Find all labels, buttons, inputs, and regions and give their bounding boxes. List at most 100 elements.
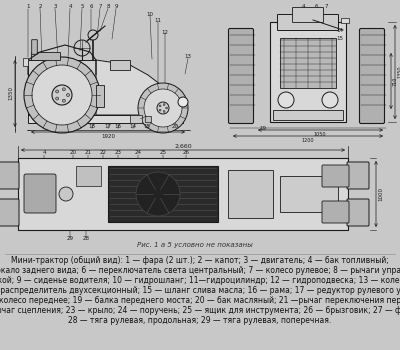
FancyBboxPatch shape	[145, 116, 151, 122]
Circle shape	[166, 107, 168, 109]
Circle shape	[138, 83, 188, 133]
Circle shape	[56, 90, 59, 93]
Text: 26: 26	[182, 150, 190, 155]
FancyBboxPatch shape	[228, 28, 254, 124]
Text: 20: 20	[70, 150, 76, 155]
Text: 8: 8	[106, 5, 110, 9]
Text: 22: 22	[100, 150, 106, 155]
FancyBboxPatch shape	[347, 199, 369, 226]
Text: 7: 7	[98, 5, 102, 9]
Text: 24: 24	[134, 150, 142, 155]
FancyBboxPatch shape	[292, 7, 324, 22]
Text: 14 — маслораспределитель двухсекционный; 15 — шланг слива масла; 16 — рама; 17 —: 14 — маслораспределитель двухсекционный;…	[0, 286, 400, 295]
Text: 2: 2	[38, 5, 42, 9]
FancyBboxPatch shape	[278, 14, 338, 30]
Text: 710: 710	[393, 76, 398, 86]
Circle shape	[62, 99, 65, 102]
Circle shape	[62, 88, 65, 91]
Text: 1: 1	[26, 5, 30, 9]
Text: 19: 19	[260, 126, 266, 131]
FancyBboxPatch shape	[228, 170, 273, 218]
Text: 23: 23	[114, 150, 122, 155]
Text: 11: 11	[154, 18, 162, 22]
FancyBboxPatch shape	[96, 85, 104, 107]
FancyBboxPatch shape	[322, 201, 349, 223]
Text: 14: 14	[336, 28, 344, 33]
FancyBboxPatch shape	[23, 58, 28, 66]
FancyBboxPatch shape	[270, 22, 346, 122]
Text: 20: 20	[172, 125, 178, 130]
Text: 1200: 1200	[302, 138, 314, 143]
Text: 4: 4	[301, 4, 305, 8]
Text: Мини-трактор (общий вид): 1 — фара (2 шт.); 2 — капот; 3 — двигатель; 4 — бак то: Мини-трактор (общий вид): 1 — фара (2 шт…	[11, 256, 389, 265]
Text: 14: 14	[130, 125, 136, 130]
Text: 21: 21	[84, 150, 92, 155]
FancyBboxPatch shape	[273, 110, 343, 120]
Text: 1350: 1350	[8, 86, 13, 100]
Text: 13: 13	[184, 55, 192, 60]
Text: 1350: 1350	[397, 66, 400, 78]
Text: 5 — зеркало заднего вида; 6 — переключатель света центральный; 7 — колесо рулево: 5 — зеркало заднего вида; 6 — переключат…	[0, 266, 400, 275]
Text: 6: 6	[314, 4, 318, 8]
FancyBboxPatch shape	[28, 60, 96, 115]
FancyBboxPatch shape	[0, 162, 19, 189]
Text: 12: 12	[162, 29, 168, 35]
Text: 28 — тяга рулевая, продольная; 29 — тяга рулевая, поперечная.: 28 — тяга рулевая, продольная; 29 — тяга…	[68, 316, 332, 325]
Text: 1000: 1000	[378, 187, 383, 201]
FancyBboxPatch shape	[322, 165, 349, 187]
FancyBboxPatch shape	[32, 40, 37, 54]
Text: 25: 25	[160, 150, 166, 155]
Text: 29: 29	[66, 236, 74, 240]
FancyBboxPatch shape	[280, 176, 338, 212]
Text: 2,660: 2,660	[174, 144, 192, 149]
Text: 9: 9	[114, 5, 118, 9]
Circle shape	[159, 105, 161, 107]
FancyBboxPatch shape	[76, 166, 101, 186]
Text: 28: 28	[82, 236, 90, 240]
Circle shape	[163, 104, 165, 105]
Text: 15: 15	[336, 35, 344, 41]
Text: 4: 4	[42, 150, 46, 155]
Text: 5: 5	[80, 5, 84, 9]
Text: гидравликой; 9 — сиденье водителя; 10 — гидрошланг; 11—гидроцилиндр; 12 — гидроп: гидравликой; 9 — сиденье водителя; 10 — …	[0, 276, 400, 285]
Circle shape	[88, 30, 98, 40]
Circle shape	[52, 85, 72, 105]
Circle shape	[178, 97, 188, 107]
FancyBboxPatch shape	[347, 162, 369, 189]
FancyBboxPatch shape	[280, 38, 336, 88]
Text: 16: 16	[114, 125, 122, 130]
Circle shape	[136, 172, 180, 216]
FancyBboxPatch shape	[341, 18, 349, 23]
Text: 4: 4	[68, 5, 72, 9]
Polygon shape	[96, 60, 183, 115]
Text: 3: 3	[53, 5, 57, 9]
Text: 1920: 1920	[101, 134, 115, 139]
Text: 17: 17	[104, 125, 112, 130]
Circle shape	[56, 97, 59, 100]
FancyBboxPatch shape	[24, 174, 56, 213]
FancyBboxPatch shape	[28, 115, 183, 123]
Circle shape	[32, 65, 92, 125]
Circle shape	[157, 102, 169, 114]
Text: 18 — колесо переднее; 19 — балка переднего моста; 20 — бак масляный; 21 —рычаг п: 18 — колесо переднее; 19 — балка передне…	[0, 296, 400, 305]
Text: Рис. 1 а 5 условно не показаны: Рис. 1 а 5 условно не показаны	[137, 242, 253, 248]
Circle shape	[144, 89, 182, 127]
Text: 7: 7	[324, 4, 328, 8]
FancyBboxPatch shape	[32, 52, 60, 61]
Text: 10: 10	[146, 12, 154, 16]
FancyBboxPatch shape	[110, 60, 130, 70]
Circle shape	[59, 187, 73, 201]
Circle shape	[322, 92, 338, 108]
Text: 1050: 1050	[314, 132, 326, 137]
FancyBboxPatch shape	[360, 28, 384, 124]
Circle shape	[66, 93, 70, 97]
Circle shape	[278, 92, 294, 108]
FancyBboxPatch shape	[108, 166, 218, 222]
FancyBboxPatch shape	[130, 115, 142, 123]
FancyBboxPatch shape	[18, 158, 348, 230]
Circle shape	[24, 57, 100, 133]
Text: 15: 15	[144, 125, 150, 130]
Text: 22 — рычаг сцепления; 23 — крыло; 24 — поручень; 25 — ящик для инструмента; 26 —: 22 — рычаг сцепления; 23 — крыло; 24 — п…	[0, 306, 400, 315]
Text: 18: 18	[88, 125, 96, 130]
Circle shape	[163, 111, 165, 112]
